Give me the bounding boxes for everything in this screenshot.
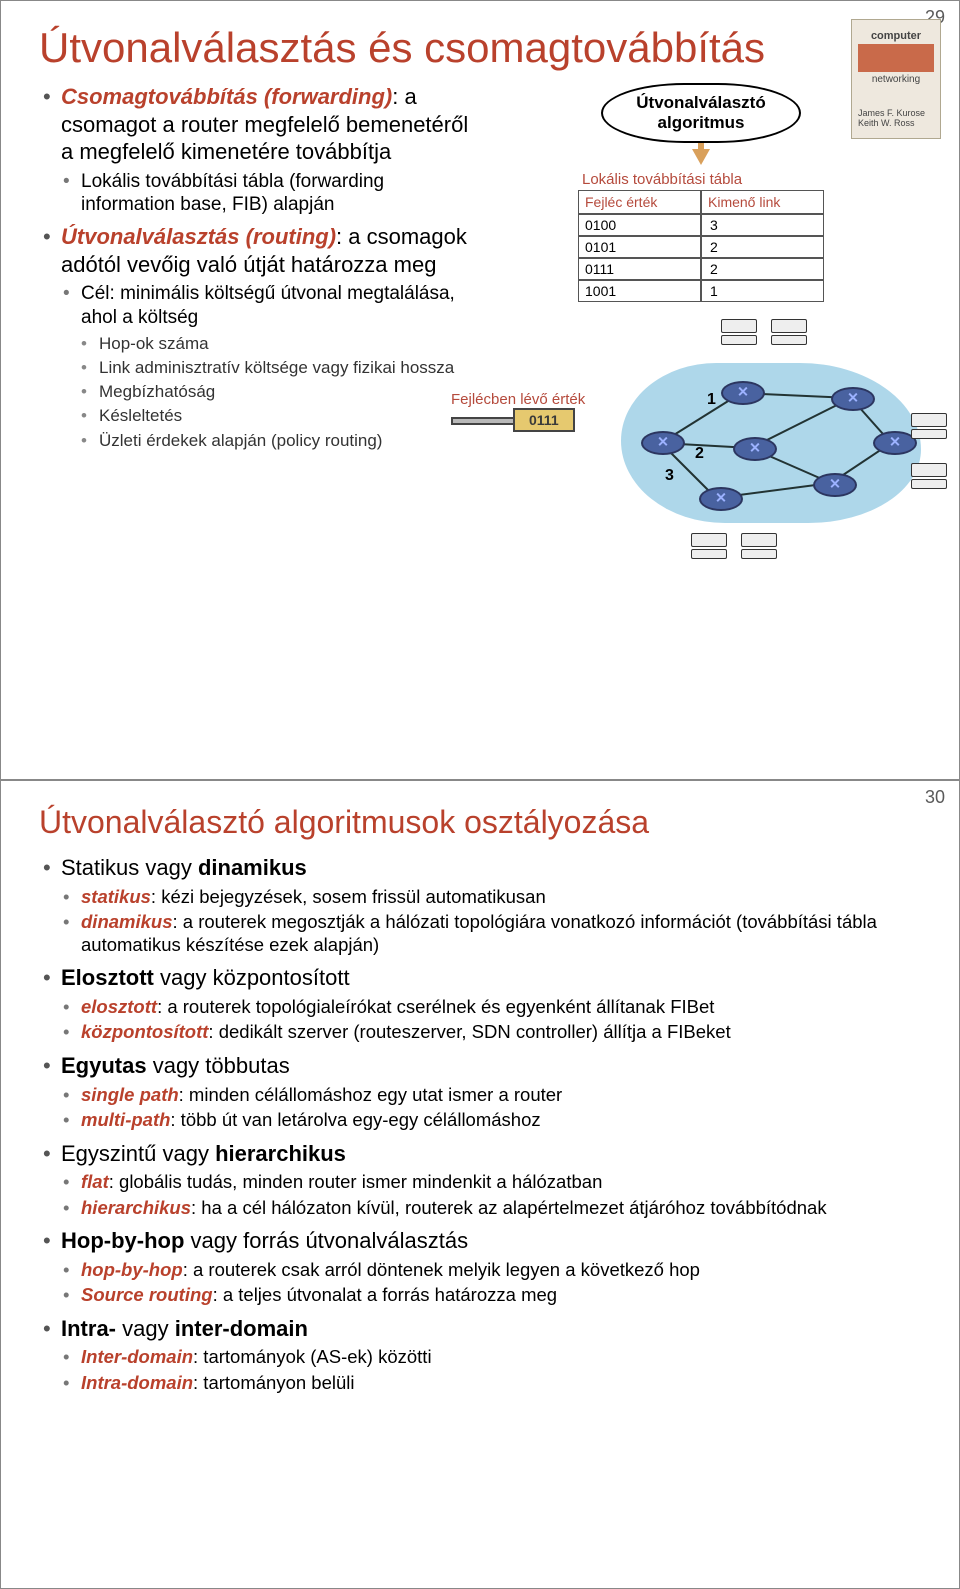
classification-subitem: elosztott: a routerek topológialeírókat … xyxy=(61,996,921,1019)
fib-table: Lokális továbbítási tábla Fejléc érték K… xyxy=(578,171,824,302)
arrow-down-icon xyxy=(692,149,710,165)
bullet-routing: Útvonalválasztás (routing): a csomagok a… xyxy=(39,223,469,451)
cost-item: Üzleti érdekek alapján (policy routing) xyxy=(81,430,469,451)
slide-30: 30 Útvonalválasztó algoritmusok osztályo… xyxy=(0,780,960,1589)
classification-sublist: hop-by-hop: a routerek csak arról dönten… xyxy=(61,1259,921,1307)
cost-item: Késleltetés xyxy=(81,405,469,426)
classification-sublist: Inter-domain: tartományok (AS-ek) között… xyxy=(61,1346,921,1394)
sub-fib: Lokális továbbítási tábla (forwarding in… xyxy=(61,170,469,218)
classification-item: Elosztott vagy központosítottelosztott: … xyxy=(39,964,921,1044)
classification-sublist: flat: globális tudás, minden router isme… xyxy=(61,1171,921,1219)
classification-item: Hop-by-hop vagy forrás útvonalválasztásh… xyxy=(39,1227,921,1307)
cost-list: Hop-ok száma Link adminisztratív költség… xyxy=(81,333,469,451)
classification-subitem: multi-path: több út van letárolva egy-eg… xyxy=(61,1109,921,1132)
fib-cell: 2 xyxy=(701,236,824,258)
fib-cell: 1001 xyxy=(578,280,701,302)
classification-item: Intra- vagy inter-domainInter-domain: ta… xyxy=(39,1315,921,1395)
fib-cell: 1 xyxy=(701,280,824,302)
page-number: 30 xyxy=(925,787,945,808)
book-band xyxy=(858,44,934,72)
bullet-forwarding: Csomagtovábbítás (forwarding): a csomago… xyxy=(39,83,469,217)
sub-cost-text: Cél: minimális költségű útvonal megtalál… xyxy=(81,283,455,328)
classification-subitem: Inter-domain: tartományok (AS-ek) között… xyxy=(61,1346,921,1369)
classification-sublist: single path: minden célállomáshoz egy ut… xyxy=(61,1084,921,1132)
host-icon xyxy=(911,413,947,441)
link-number: 3 xyxy=(665,467,674,485)
host-icon xyxy=(771,319,807,347)
classification-subitem: dinamikus: a routerek megosztják a hálóz… xyxy=(61,911,921,956)
cost-item: Megbízhatóság xyxy=(81,381,469,402)
right-column: Útvonalválasztó algoritmus Lokális továb… xyxy=(481,83,921,457)
host-icon xyxy=(741,533,777,561)
fib-caption: Lokális továbbítási tábla xyxy=(578,171,824,190)
header-value-label: Fejlécben lévő érték xyxy=(451,391,585,408)
classification-subitem: flat: globális tudás, minden router isme… xyxy=(61,1171,921,1194)
fib-grid: Fejléc érték Kimenő link 01003 01012 011… xyxy=(578,190,824,302)
packet-box-value: 0111 xyxy=(513,408,575,432)
sub-cost: Cél: minimális költségű útvonal megtalál… xyxy=(61,282,469,451)
book-title-1: computer xyxy=(871,30,921,42)
cost-item: Hop-ok száma xyxy=(81,333,469,354)
packet-box-left xyxy=(451,417,513,425)
slide-title: Útvonalválasztás és csomagtovábbítás xyxy=(39,25,921,71)
classification-item: Egyszintű vagy hierarchikusflat: globáli… xyxy=(39,1140,921,1220)
classification-subitem: Intra-domain: tartományon belüli xyxy=(61,1372,921,1395)
classification-subitem: Source routing: a teljes útvonalat a for… xyxy=(61,1284,921,1307)
fib-header-value: Fejléc érték xyxy=(578,190,701,214)
classification-subitem: statikus: kézi bejegyzések, sosem frissü… xyxy=(61,886,921,909)
classification-subitem: hierarchikus: ha a cél hálózaton kívül, … xyxy=(61,1197,921,1220)
link-number: 1 xyxy=(707,391,716,409)
classification-subitem: hop-by-hop: a routerek csak arról dönten… xyxy=(61,1259,921,1282)
link-number: 2 xyxy=(695,445,704,463)
classification-item: Egyutas vagy többutassingle path: minden… xyxy=(39,1052,921,1132)
slide-title: Útvonalválasztó algoritmusok osztályozás… xyxy=(39,805,921,840)
classification-subitem: központosított: dedikált szerver (routes… xyxy=(61,1021,921,1044)
slide-29: 29 computer networking James F. Kurose K… xyxy=(0,0,960,780)
classification-sublist: statikus: kézi bejegyzések, sosem frissü… xyxy=(61,886,921,957)
algorithm-box: Útvonalválasztó algoritmus xyxy=(601,83,801,143)
classification-list: Statikus vagy dinamikusstatikus: kézi be… xyxy=(39,854,921,1394)
left-column: Csomagtovábbítás (forwarding): a csomago… xyxy=(39,83,469,457)
fib-cell: 0100 xyxy=(578,214,701,236)
content-row: Csomagtovábbítás (forwarding): a csomago… xyxy=(39,83,921,457)
classification-item: Statikus vagy dinamikusstatikus: kézi be… xyxy=(39,854,921,956)
fib-cell: 0111 xyxy=(578,258,701,280)
fib-cell: 0101 xyxy=(578,236,701,258)
fib-cell: 3 xyxy=(701,214,824,236)
host-icon xyxy=(911,463,947,491)
header-value-box: Fejlécben lévő érték 0111 xyxy=(451,391,585,432)
lead-routing: Útvonalválasztás (routing) xyxy=(61,224,336,249)
fib-cell: 2 xyxy=(701,258,824,280)
classification-sublist: elosztott: a routerek topológialeírókat … xyxy=(61,996,921,1044)
cost-item: Link adminisztratív költsége vagy fizika… xyxy=(81,357,469,378)
host-icon xyxy=(691,533,727,561)
host-icon xyxy=(721,319,757,347)
network-diagram: 1 2 3 xyxy=(621,363,921,543)
lead-forwarding: Csomagtovábbítás (forwarding) xyxy=(61,84,392,109)
fib-header-link: Kimenő link xyxy=(701,190,824,214)
classification-subitem: single path: minden célállomáshoz egy ut… xyxy=(61,1084,921,1107)
